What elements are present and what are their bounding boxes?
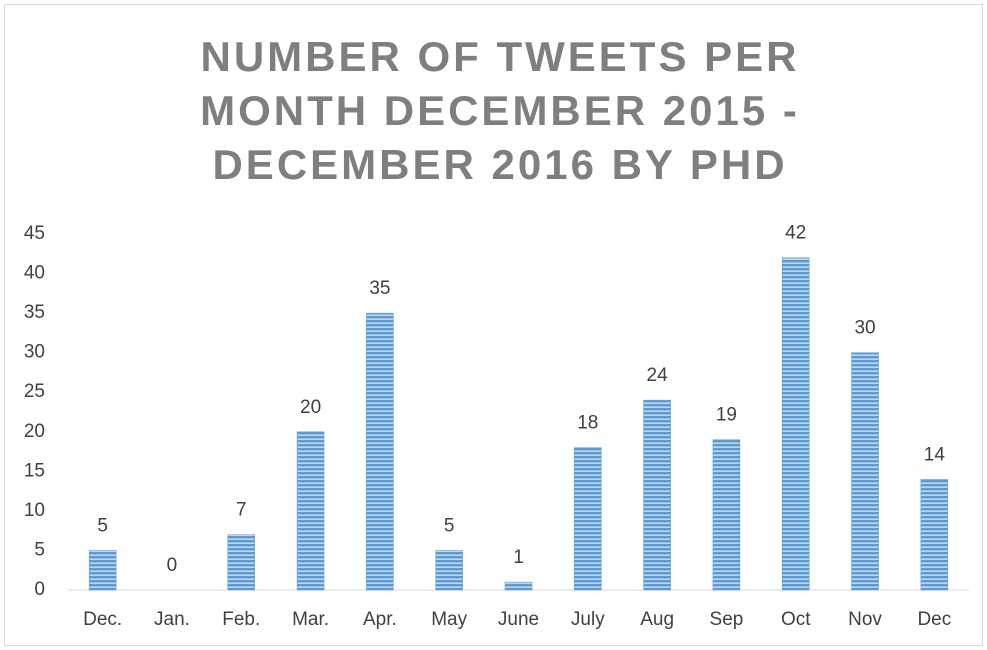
x-tick-label: May [431, 609, 467, 630]
data-label: 24 [647, 365, 669, 386]
x-tick-label: Oct [781, 609, 811, 630]
x-tick-label: Mar. [292, 609, 329, 630]
y-tick-label: 25 [24, 381, 45, 402]
data-label: 14 [924, 444, 946, 465]
x-tick-label: Sep [710, 609, 744, 630]
y-tick-label: 35 [24, 302, 45, 323]
bar [504, 581, 533, 591]
y-tick-label: 15 [24, 460, 45, 481]
y-tick-label: 30 [24, 342, 45, 363]
data-label: 19 [716, 405, 737, 426]
bar [435, 550, 463, 591]
y-tick-label: 10 [24, 500, 45, 521]
x-tick-label: Dec [917, 609, 951, 630]
bar [296, 431, 325, 591]
bar [920, 478, 949, 591]
bar [712, 439, 741, 591]
y-tick-label: 20 [24, 421, 45, 442]
y-tick-label: 0 [34, 579, 45, 600]
bar [574, 447, 602, 591]
chart-title: NUMBER OF TWEETS PER MONTH DECEMBER 2015… [200, 33, 800, 188]
data-label: 20 [300, 397, 321, 418]
x-tick-label: Feb. [222, 609, 260, 630]
y-tick-label: 5 [34, 539, 45, 560]
bar [781, 257, 810, 591]
data-label: 35 [369, 278, 390, 299]
x-tick-label: Nov [848, 609, 882, 630]
data-label: 1 [513, 547, 524, 568]
bar [227, 534, 256, 591]
x-tick-label: Apr. [363, 609, 397, 630]
bar [851, 352, 879, 591]
x-tick-label: June [498, 609, 539, 630]
bar [366, 312, 394, 591]
bar [88, 550, 117, 591]
data-label: 18 [577, 413, 598, 434]
x-tick-label: Aug [640, 609, 674, 630]
data-label: 5 [97, 515, 108, 536]
bar [643, 399, 671, 591]
x-tick-label: July [571, 609, 605, 630]
chart-frame [4, 4, 983, 646]
data-label: 0 [167, 555, 178, 576]
data-label: 7 [236, 500, 247, 521]
y-tick-label: 40 [24, 263, 45, 284]
data-label: 30 [854, 318, 875, 339]
y-tick-label: 45 [24, 223, 45, 244]
data-label: 42 [785, 223, 806, 244]
x-tick-label: Dec. [83, 609, 122, 630]
data-label: 5 [444, 515, 455, 536]
x-tick-label: Jan. [154, 609, 190, 630]
